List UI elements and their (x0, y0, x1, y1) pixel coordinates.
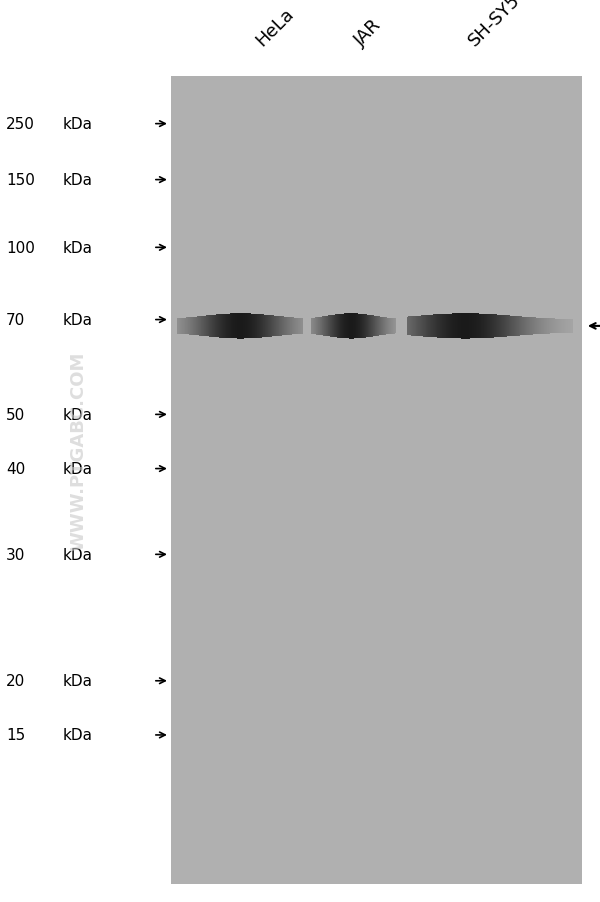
Text: kDa: kDa (63, 462, 93, 476)
Bar (171, 77, 582, 884)
Text: kDa: kDa (63, 408, 93, 422)
Text: kDa: kDa (63, 728, 93, 742)
Text: JAR: JAR (351, 16, 385, 50)
Text: 50: 50 (6, 408, 25, 422)
Text: kDa: kDa (63, 313, 93, 327)
Text: WWW.PTGABC.COM: WWW.PTGABC.COM (69, 352, 87, 550)
Text: 15: 15 (6, 728, 25, 742)
Text: 100: 100 (6, 241, 35, 255)
Text: 20: 20 (6, 674, 25, 688)
Text: kDa: kDa (63, 674, 93, 688)
Text: 70: 70 (6, 313, 25, 327)
Text: SH-SY5Y: SH-SY5Y (465, 0, 532, 50)
Text: 250: 250 (6, 117, 35, 132)
Text: kDa: kDa (63, 117, 93, 132)
Text: 150: 150 (6, 173, 35, 188)
Text: 30: 30 (6, 548, 25, 562)
Text: 40: 40 (6, 462, 25, 476)
Text: HeLa: HeLa (252, 5, 297, 50)
Text: kDa: kDa (63, 241, 93, 255)
Text: kDa: kDa (63, 173, 93, 188)
Text: kDa: kDa (63, 548, 93, 562)
